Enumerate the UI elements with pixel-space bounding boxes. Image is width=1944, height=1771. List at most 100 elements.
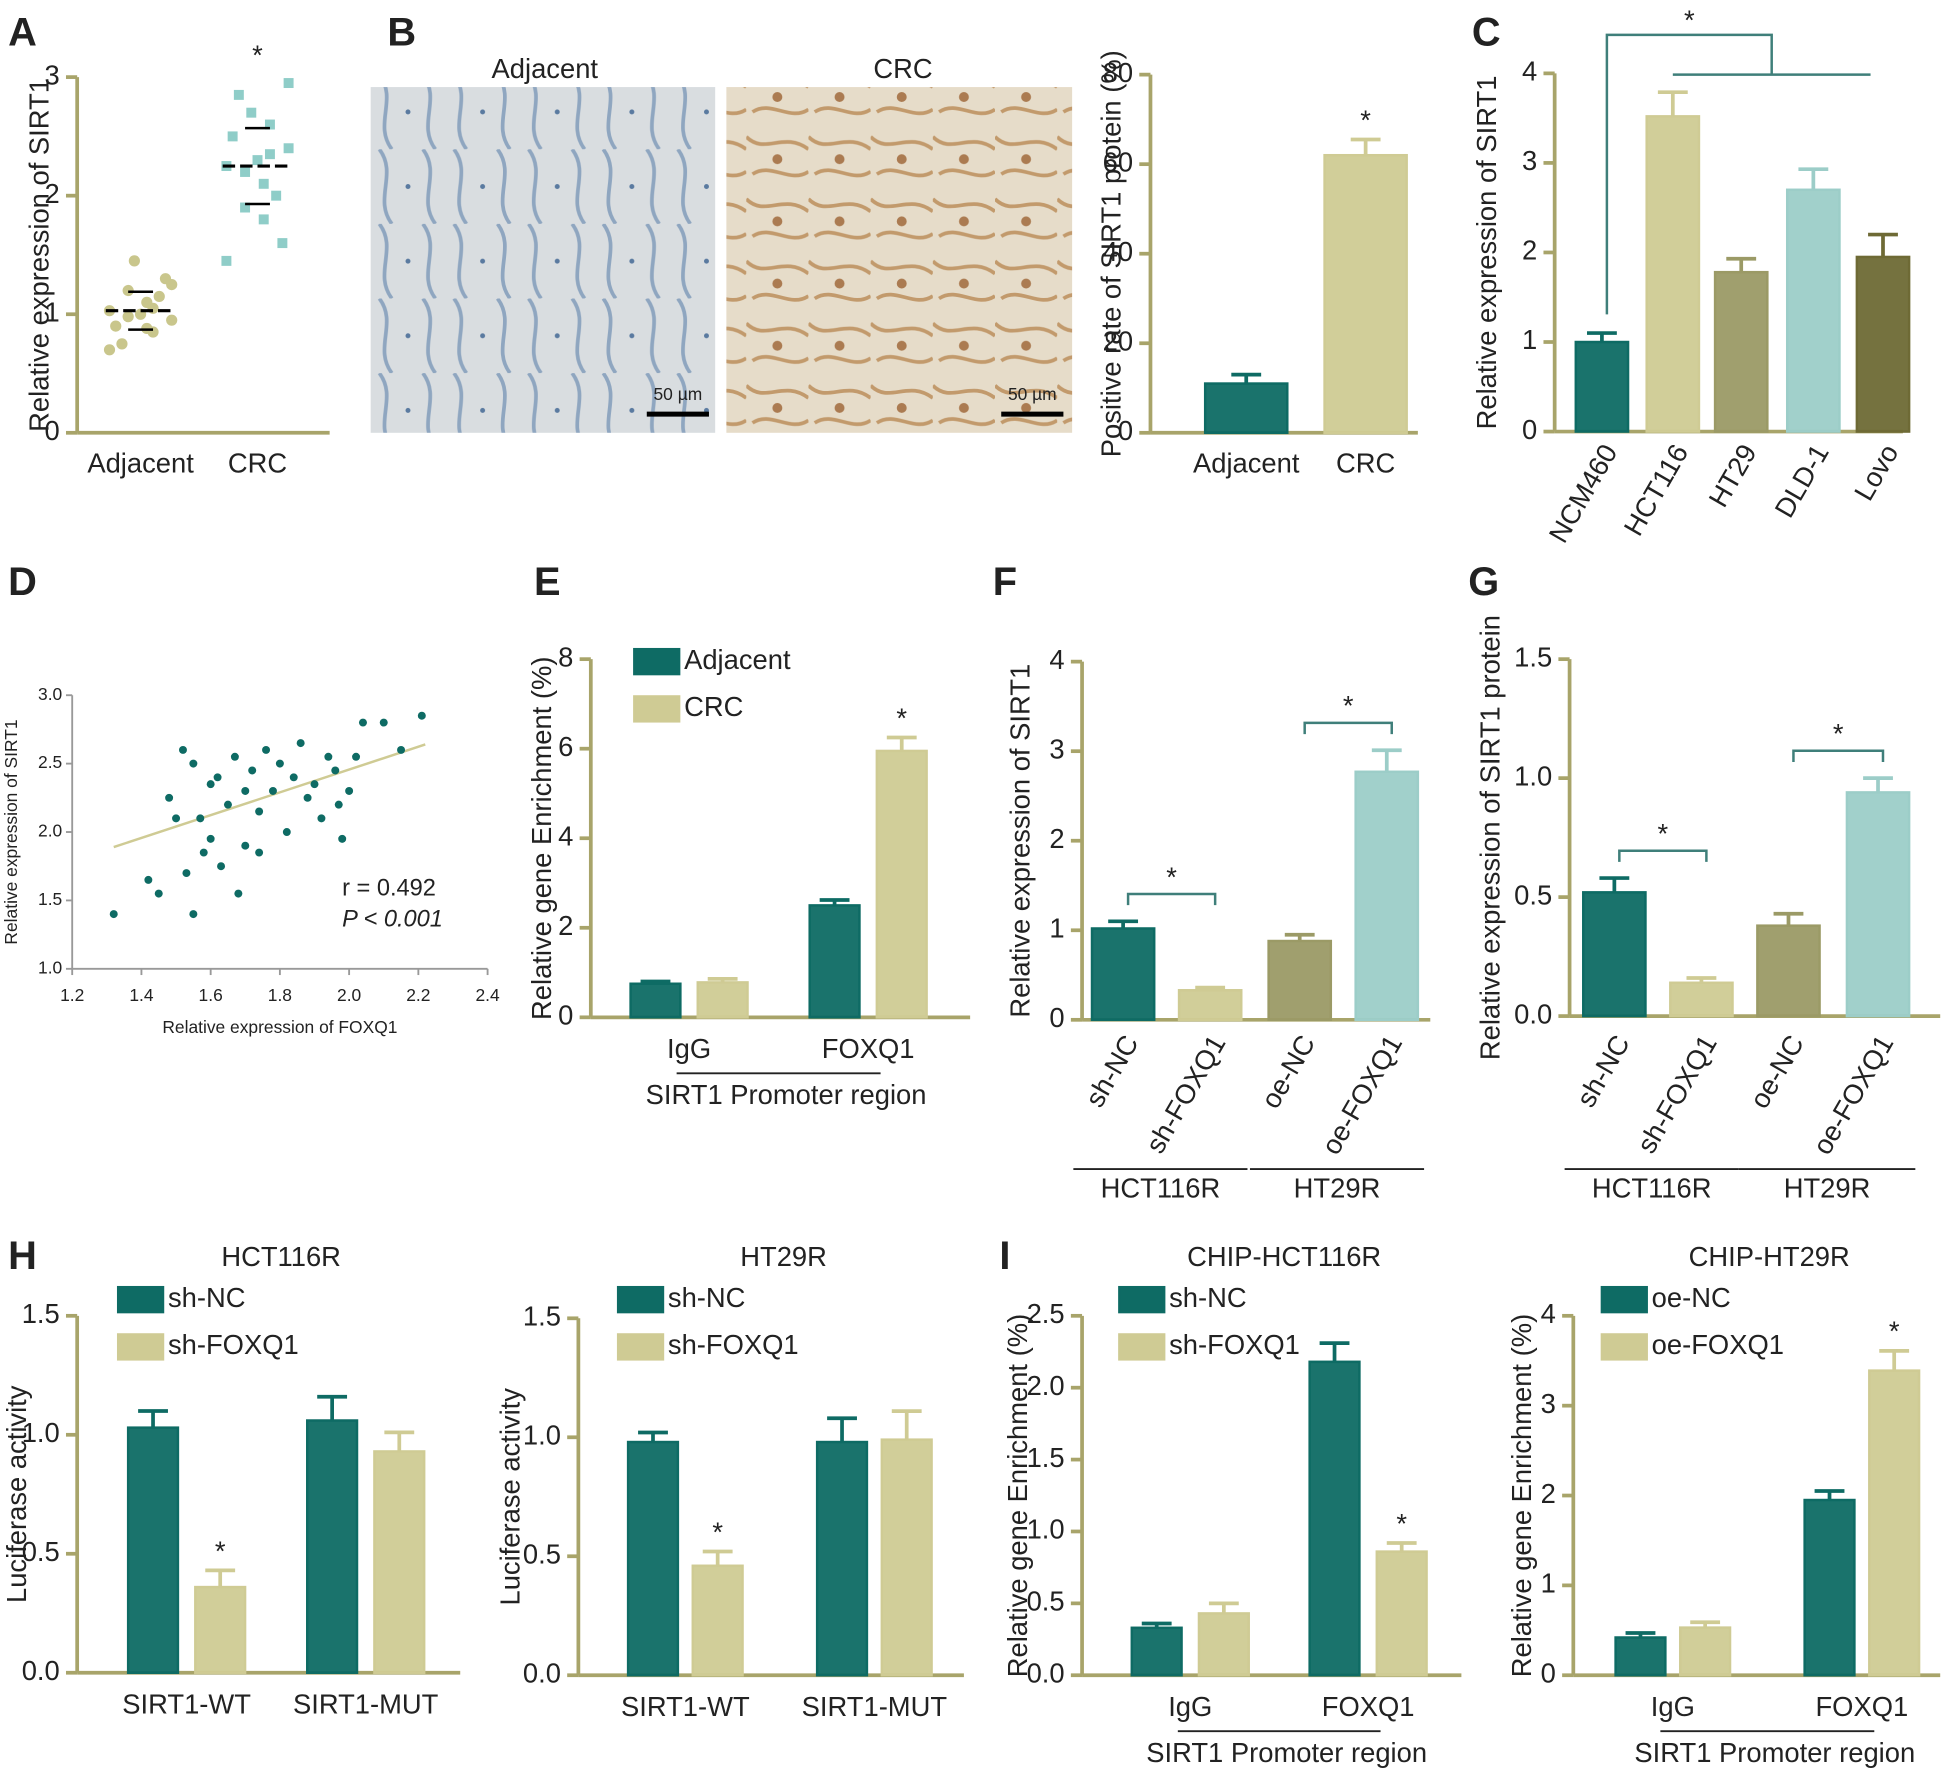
y-tick-label: 1 xyxy=(1522,324,1537,355)
x-tick-label: oe-FOXQ1 xyxy=(1315,1030,1408,1160)
y-tick-label: 0 xyxy=(1522,414,1537,445)
point xyxy=(417,711,426,720)
annotation: r = 0.492 xyxy=(342,875,436,901)
point xyxy=(234,889,243,898)
point xyxy=(227,131,238,142)
legend-swatch xyxy=(1118,1285,1166,1314)
point xyxy=(271,190,282,201)
point xyxy=(283,78,294,89)
chart-title: CHIP-HCT116R xyxy=(1187,1241,1381,1272)
bar xyxy=(1868,1369,1921,1677)
point xyxy=(110,320,122,332)
panel-label: B xyxy=(387,10,416,54)
y-tick-label: 3 xyxy=(45,59,60,90)
annotation: P < 0.001 xyxy=(342,907,443,933)
bar xyxy=(1574,340,1630,433)
x-tick-label: Lovo xyxy=(1848,439,1905,506)
y-axis-label: Relative expression of SIRT1 xyxy=(23,78,54,432)
x-axis-label: SIRT1 Promoter region xyxy=(1146,1737,1427,1768)
point xyxy=(165,793,174,802)
point xyxy=(252,155,263,166)
group-label: HT29R xyxy=(1784,1172,1871,1203)
bar xyxy=(194,1585,247,1674)
comparison-bracket xyxy=(1618,849,1708,862)
point xyxy=(240,202,251,213)
x-tick-label: HT29 xyxy=(1702,439,1762,512)
point xyxy=(283,143,294,154)
bar xyxy=(1308,1360,1361,1677)
group-label: HCT116R xyxy=(1592,1172,1712,1203)
x-tick-label: 2.2 xyxy=(406,985,430,1005)
x-tick-label: SIRT1-MUT xyxy=(802,1691,948,1722)
point xyxy=(248,766,257,775)
bar xyxy=(808,904,861,1019)
x-axis-label: SIRT1 Promoter region xyxy=(1634,1737,1915,1768)
point xyxy=(255,848,264,857)
y-axis-label: Relative gene Enrichment (%) xyxy=(526,657,557,1020)
point xyxy=(109,910,118,919)
x-axis-label: SIRT1 Promoter region xyxy=(646,1079,927,1110)
x-tick-label: NCM460 xyxy=(1543,439,1624,548)
point xyxy=(289,773,298,782)
bar xyxy=(1267,939,1333,1022)
group-label: HCT116R xyxy=(1101,1172,1221,1203)
point xyxy=(213,773,222,782)
bar xyxy=(1177,989,1243,1022)
y-tick-label: 4 xyxy=(1522,56,1537,87)
y-axis-label: Relative gene Enrichment (%) xyxy=(1506,1314,1537,1677)
y-tick-label: 1.0 xyxy=(38,957,62,977)
y-tick-label: 8 xyxy=(558,641,573,672)
y-tick-label: 3.0 xyxy=(38,684,62,704)
y-tick-label: 1.5 xyxy=(1514,641,1552,672)
panel-label: I xyxy=(999,1234,1010,1278)
bar xyxy=(880,1438,933,1677)
bar xyxy=(1582,891,1647,1018)
y-tick-label: 1.0 xyxy=(523,1420,561,1451)
y-tick-label: 0 xyxy=(1541,1657,1556,1688)
y-tick-label: 80 xyxy=(1103,57,1133,88)
x-tick-label: IgG xyxy=(1168,1691,1212,1722)
y-tick-label: 0.0 xyxy=(523,1657,561,1688)
point xyxy=(182,869,191,878)
x-tick-label: FOXQ1 xyxy=(1815,1691,1908,1722)
x-tick-label: sh-FOXQ1 xyxy=(1631,1030,1723,1159)
x-tick-label: DLD-1 xyxy=(1768,439,1834,523)
point xyxy=(172,814,181,823)
point xyxy=(397,745,406,754)
significance: * xyxy=(1833,718,1844,749)
point xyxy=(153,290,165,303)
y-tick-label: 4 xyxy=(558,820,573,851)
y-axis-label: Relative expression of SIRT1 xyxy=(1005,664,1036,1018)
bar xyxy=(1803,1498,1856,1677)
x-tick-label: SIRT1-WT xyxy=(122,1689,251,1720)
legend-swatch xyxy=(616,1285,665,1314)
x-tick-label: oe-NC xyxy=(1744,1030,1810,1114)
bar xyxy=(1203,382,1289,435)
point xyxy=(189,910,198,919)
micrograph xyxy=(370,87,716,433)
legend-label: sh-NC xyxy=(668,1282,746,1313)
panel-label: D xyxy=(8,560,37,604)
x-tick-label: IgG xyxy=(1651,1691,1695,1722)
y-tick-label: 1.0 xyxy=(22,1417,60,1448)
x-tick-label: 1.2 xyxy=(60,985,84,1005)
legend-label: oe-NC xyxy=(1652,1282,1731,1313)
x-tick-label: IgG xyxy=(667,1033,711,1064)
y-tick-label: 1 xyxy=(45,296,60,327)
bar xyxy=(875,749,928,1019)
y-tick-label: 2.5 xyxy=(38,752,62,772)
bar xyxy=(1785,188,1841,433)
y-tick-label: 1 xyxy=(1049,913,1064,944)
comparison-bracket xyxy=(1792,749,1885,762)
point xyxy=(206,780,215,789)
x-tick-label: FOXQ1 xyxy=(822,1033,915,1064)
significance: * xyxy=(1396,1508,1407,1539)
point xyxy=(221,255,232,266)
y-tick-label: 0.0 xyxy=(1514,998,1552,1029)
y-tick-label: 0 xyxy=(558,1000,573,1031)
y-tick-label: 0.5 xyxy=(1027,1586,1065,1617)
bar xyxy=(373,1450,426,1674)
panel-label: F xyxy=(993,560,1017,604)
x-tick-label: Adjacent xyxy=(1193,447,1300,478)
bar xyxy=(1645,115,1701,433)
